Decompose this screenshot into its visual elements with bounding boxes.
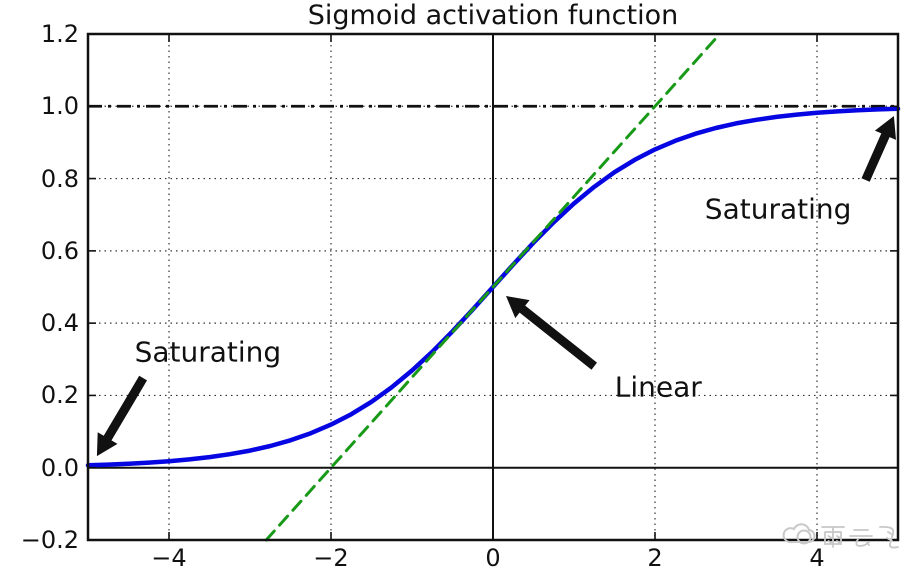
annotation-label: Saturating [134, 335, 282, 369]
tangent-line [264, 32, 722, 542]
x-tick-label: 0 [485, 544, 501, 572]
y-tick-label: 0.4 [40, 309, 79, 338]
y-tick-label: 0.2 [40, 381, 79, 410]
annotation-arrow [96, 375, 147, 457]
x-tick-label: 2 [647, 544, 663, 572]
x-tick-label: 4 [809, 544, 825, 572]
annotation-label: Saturating [704, 192, 852, 226]
y-tick-label: 0.6 [40, 236, 79, 265]
annotation-label: Linear [614, 370, 702, 404]
annotation-arrow [861, 116, 896, 182]
y-tick-label: −0.2 [20, 526, 79, 554]
x-tick-label: −4 [151, 544, 187, 572]
chart-title: Sigmoid activation function [307, 0, 679, 31]
annotation-arrow [506, 296, 597, 370]
watermark [782, 516, 914, 556]
y-tick-label: 1.2 [40, 20, 79, 48]
cloud-icon [782, 523, 899, 549]
y-tick-label: 0.8 [40, 164, 79, 193]
y-tick-label: 1.0 [40, 92, 79, 121]
y-tick-label: 0.0 [40, 453, 79, 482]
x-tick-label: −2 [313, 544, 349, 572]
